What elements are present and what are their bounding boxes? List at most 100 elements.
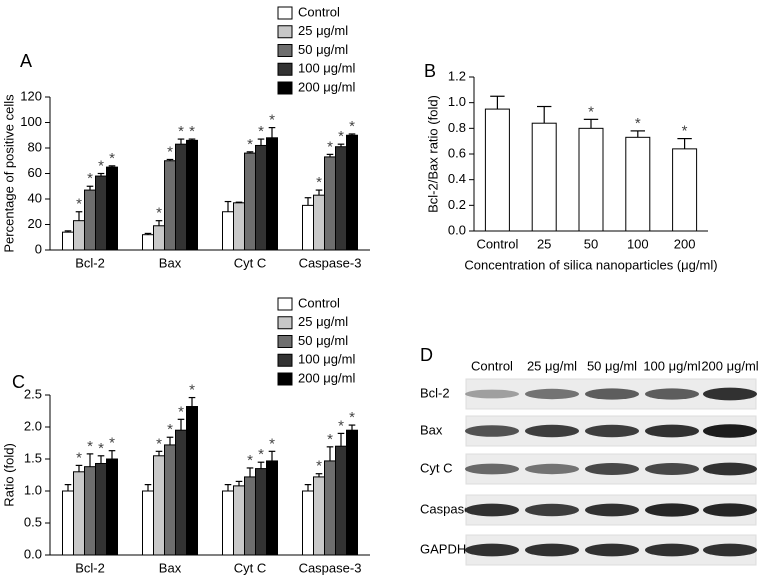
significance-star: * xyxy=(109,150,115,167)
x-tick-label: Caspase-3 xyxy=(299,560,362,575)
blot-band xyxy=(703,424,757,438)
y-tick-label: 2.0 xyxy=(24,418,42,433)
legend-label: 100 μg/ml xyxy=(298,352,355,367)
significance-star: * xyxy=(189,382,195,399)
significance-star: * xyxy=(167,143,173,160)
y-tick-label: 1.2 xyxy=(448,68,466,83)
bar xyxy=(222,490,234,556)
column-label: 25 μg/ml xyxy=(527,358,577,373)
y-tick-label: 2.5 xyxy=(24,386,42,401)
column-label: 50 μg/ml xyxy=(587,358,637,373)
legend-swatch xyxy=(277,62,293,76)
significance-star: * xyxy=(258,446,264,463)
x-tick-label: 25 xyxy=(537,236,551,251)
y-tick-label: 100 xyxy=(20,114,42,129)
y-tick-label: 40 xyxy=(28,190,42,205)
blot-band xyxy=(585,388,639,400)
x-tick-label: Cyt C xyxy=(234,255,267,270)
panel-label: C xyxy=(12,372,25,392)
blot-band xyxy=(703,543,757,557)
significance-star: * xyxy=(588,103,594,120)
legend-swatch xyxy=(277,44,293,57)
bar xyxy=(153,455,165,556)
legend-label: 200 μg/ml xyxy=(298,370,355,385)
bar xyxy=(346,134,358,251)
bar xyxy=(266,460,278,556)
significance-star: * xyxy=(316,458,322,475)
x-tick-label: 50 xyxy=(584,236,598,251)
bar xyxy=(484,108,510,232)
row-label: Bax xyxy=(420,422,443,437)
significance-star: * xyxy=(156,435,162,452)
bar xyxy=(142,490,154,556)
significance-star: * xyxy=(109,435,115,452)
x-tick-label: 200 xyxy=(674,236,696,251)
significance-star: * xyxy=(682,123,688,140)
blot-band xyxy=(585,424,639,438)
bar xyxy=(84,189,96,251)
blot-band xyxy=(465,389,519,399)
significance-star: * xyxy=(87,170,93,187)
legend-label: Control xyxy=(298,4,340,19)
significance-star: * xyxy=(98,440,104,457)
blot-band xyxy=(465,543,519,557)
column-label: 200 μg/ml xyxy=(701,358,758,373)
y-tick-label: 0 xyxy=(35,241,42,256)
bar xyxy=(346,429,358,556)
bar xyxy=(153,225,165,251)
significance-star: * xyxy=(269,112,275,129)
significance-star: * xyxy=(178,403,184,420)
x-tick-label: 100 xyxy=(627,236,649,251)
bar xyxy=(335,445,347,556)
significance-star: * xyxy=(316,174,322,191)
bar xyxy=(625,136,651,232)
bar xyxy=(302,204,314,251)
bar xyxy=(255,468,267,556)
bar xyxy=(142,234,154,251)
legend-swatch xyxy=(277,6,293,20)
significance-star: * xyxy=(98,157,104,174)
bar xyxy=(531,122,557,232)
blot-band xyxy=(525,503,579,517)
significance-star: * xyxy=(349,118,355,135)
bar xyxy=(175,429,187,556)
y-tick-label: 0.5 xyxy=(24,514,42,529)
blot-band xyxy=(465,503,519,517)
bar xyxy=(302,490,314,556)
blot-band xyxy=(525,543,579,557)
column-label: 100 μg/ml xyxy=(643,358,700,373)
bar xyxy=(62,490,74,556)
blot-band xyxy=(703,503,757,517)
blot-band xyxy=(465,463,519,475)
y-tick-label: 0.4 xyxy=(448,171,466,186)
bar xyxy=(164,444,176,556)
x-tick-label: Bcl-2 xyxy=(75,255,105,270)
row-label: Bcl-2 xyxy=(420,385,450,400)
bar xyxy=(62,231,74,251)
legend-swatch xyxy=(277,372,293,386)
significance-star: * xyxy=(178,123,184,140)
bar xyxy=(95,462,107,556)
significance-star: * xyxy=(269,435,275,452)
blot-band xyxy=(465,425,519,437)
significance-star: * xyxy=(156,205,162,222)
y-tick-label: 0.8 xyxy=(448,120,466,135)
significance-star: * xyxy=(327,431,333,448)
significance-star: * xyxy=(338,128,344,145)
significance-star: * xyxy=(327,138,333,155)
bar xyxy=(233,202,245,251)
legend-swatch xyxy=(277,25,293,39)
bar xyxy=(266,137,278,251)
bar xyxy=(106,458,118,556)
bar xyxy=(244,152,256,251)
legend-swatch xyxy=(277,353,293,367)
bar xyxy=(95,175,107,251)
bar xyxy=(324,156,336,251)
bar xyxy=(186,406,198,556)
x-tick-label: Cyt C xyxy=(234,560,267,575)
blot-band xyxy=(525,424,579,438)
blot-band xyxy=(645,424,699,438)
y-tick-label: 1.0 xyxy=(24,482,42,497)
bar xyxy=(186,139,198,251)
bar xyxy=(672,148,698,232)
